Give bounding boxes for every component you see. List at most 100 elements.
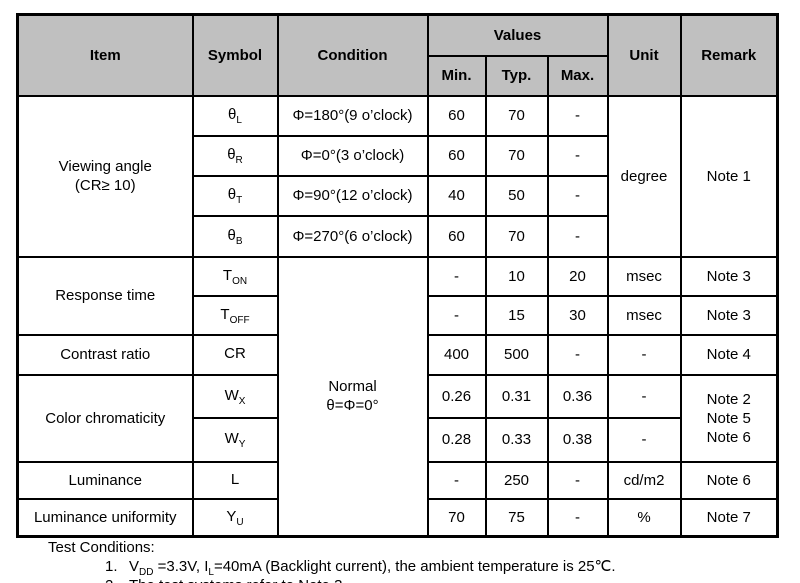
remark-cell: Note 3: [679, 255, 779, 297]
symbol-base: Y: [226, 507, 237, 525]
symbol-subscript: ON: [232, 275, 248, 287]
col-header-remark: Remark: [679, 13, 779, 97]
row-luminance-uniformity: Luminance uniformity YU 70 75 - % Note 7: [16, 497, 779, 538]
typ-cell: 70: [484, 94, 549, 137]
min-cell: -: [426, 255, 487, 297]
symbol-base: θ: [227, 146, 236, 163]
remark-cell-viewing-angle: Note 1: [679, 94, 779, 258]
min-cell: 60: [426, 214, 487, 258]
note-text-part: =3.3V, I: [153, 558, 209, 575]
note-text-part: V: [129, 558, 140, 575]
remark-line3: Note 6: [706, 428, 751, 446]
unit-cell: msec: [606, 255, 682, 297]
typ-cell: 250: [484, 460, 549, 500]
min-cell: 60: [426, 94, 487, 137]
unit-cell: -: [606, 333, 682, 376]
symbol-base: CR: [224, 345, 246, 362]
symbol-cell: θT: [191, 174, 279, 217]
min-cell: -: [426, 294, 487, 336]
header-row-1: Item Symbol Condition Values Unit Remark: [16, 13, 779, 97]
typ-cell: 70: [484, 214, 549, 258]
unit-cell: %: [606, 497, 682, 538]
symbol-cell: CR: [191, 333, 279, 376]
remark-line1: Note 2: [706, 390, 751, 408]
max-cell: 20: [546, 255, 609, 297]
max-cell: -: [546, 214, 609, 258]
max-cell: -: [546, 94, 609, 137]
col-header-symbol: Symbol: [191, 13, 279, 97]
spec-table-container: Item Symbol Condition Values Unit Remark…: [16, 13, 779, 538]
row-theta-r: θR Φ=0°(3 o’clock) 60 70 -: [18, 134, 778, 177]
item-cell-contrast-ratio: Contrast ratio: [16, 333, 194, 376]
symbol-base: T: [220, 305, 230, 323]
note-subscript-il: L: [208, 567, 214, 578]
col-header-condition: Condition: [276, 13, 429, 97]
item-cell-color-chromaticity: Color chromaticity: [16, 373, 194, 463]
symbol-base: W: [224, 386, 239, 404]
item-cell-luminance-uniformity: Luminance uniformity: [16, 497, 194, 538]
note-number: 1.: [105, 558, 118, 575]
max-cell: 0.38: [546, 416, 609, 463]
col-header-item: Item: [16, 13, 194, 97]
symbol-subscript: U: [236, 516, 244, 528]
col-header-values: Values: [426, 13, 609, 57]
symbol-base: θ: [227, 226, 236, 244]
unit-cell-viewing-angle: degree: [606, 94, 682, 258]
max-cell: -: [546, 497, 609, 538]
unit-cell: -: [606, 373, 682, 419]
remark-line2: Note 5: [706, 409, 751, 427]
spec-table: Item Symbol Condition Values Unit Remark…: [16, 13, 779, 538]
test-conditions-title: Test Conditions:: [48, 539, 155, 556]
note-text-part: The test systems refer to Note 3: [129, 577, 342, 583]
symbol-base: W: [224, 430, 239, 447]
symbol-cell: TOFF: [191, 294, 279, 336]
condition-line2: θ=Φ=0°: [326, 397, 379, 415]
typ-cell: 10: [484, 255, 549, 297]
symbol-cell: θL: [191, 94, 279, 137]
symbol-base: L: [230, 470, 240, 488]
item-label-line2: (CR≥ 10): [74, 177, 136, 194]
unit-cell: msec: [606, 294, 682, 336]
typ-cell: 70: [484, 134, 549, 177]
max-cell: -: [546, 460, 609, 500]
symbol-subscript: B: [235, 235, 243, 247]
symbol-subscript: X: [238, 395, 246, 407]
symbol-cell: L: [191, 460, 279, 500]
symbol-base: θ: [228, 106, 237, 123]
typ-cell: 50: [484, 174, 549, 217]
symbol-cell: WX: [191, 373, 279, 419]
col-header-min: Min.: [426, 54, 487, 97]
condition-cell: Φ=270°(6 o’clock): [276, 214, 429, 258]
unit-cell: -: [606, 416, 682, 463]
min-cell: 400: [426, 333, 487, 376]
max-cell: -: [546, 333, 609, 376]
row-wy: WY 0.28 0.33 0.38 -: [18, 416, 778, 463]
symbol-cell: TON: [191, 255, 279, 297]
item-label-line1: Viewing angle: [58, 158, 152, 175]
condition-cell-normal: Normal θ=Φ=0°: [276, 255, 429, 538]
symbol-subscript: T: [236, 195, 243, 206]
condition-line1: Normal: [328, 378, 377, 396]
test-condition-note-2: 2.The test systems refer to Note 3: [105, 577, 342, 583]
max-cell: 30: [546, 294, 609, 336]
note-subscript-vdd: DD: [139, 567, 154, 578]
item-cell-response-time: Response time: [16, 255, 194, 336]
remark-cell: Note 7: [679, 497, 779, 538]
symbol-subscript: Y: [238, 439, 246, 450]
symbol-base: θ: [227, 186, 237, 203]
item-cell-viewing-angle: Viewing angle (CR≥ 10): [16, 94, 194, 258]
max-cell: 0.36: [546, 373, 609, 419]
row-t-on: Response time TON Normal θ=Φ=0° - 10 20 …: [16, 255, 779, 538]
typ-cell: 75: [484, 497, 549, 538]
max-cell: -: [546, 134, 609, 177]
remark-cell: Note 4: [679, 333, 779, 376]
col-header-unit: Unit: [606, 13, 682, 97]
item-cell-luminance: Luminance: [16, 460, 194, 500]
min-cell: -: [426, 460, 487, 500]
min-cell: 70: [426, 497, 487, 538]
row-t-off: TOFF - 15 30 msec Note 3: [18, 294, 779, 336]
remark-cell: Note 6: [679, 460, 779, 500]
symbol-cell: θR: [191, 134, 279, 177]
typ-cell: 15: [484, 294, 549, 336]
condition-cell: Φ=0°(3 o’clock): [276, 134, 429, 177]
